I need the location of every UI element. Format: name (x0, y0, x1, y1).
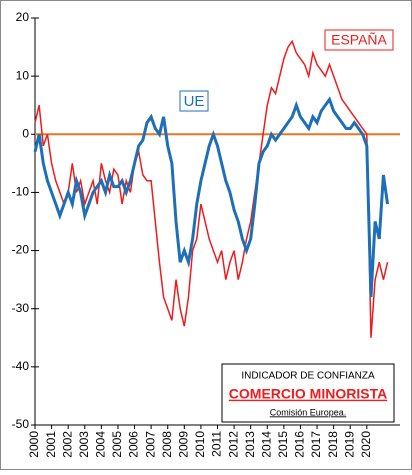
y-tick-label: 20 (16, 10, 30, 24)
legend-line3: Comisión Europea. (270, 407, 347, 417)
x-tick-label: 2003 (77, 431, 91, 458)
x-tick-label: 2010 (193, 431, 207, 458)
x-tick-label: 2017 (309, 431, 323, 458)
y-tick-label: -40 (12, 359, 30, 373)
legend-line2: COMERCIO MINORISTA (229, 386, 387, 402)
series-line (33, 96, 390, 298)
x-tick-label: 2019 (342, 431, 356, 458)
x-tick-label: 2002 (60, 431, 74, 458)
x-tick-label: 2009 (176, 431, 190, 458)
x-tick-label: 2000 (27, 431, 41, 458)
x-tick-label: 2015 (276, 431, 290, 458)
series-line (34, 39, 389, 338)
x-tick-label: 2001 (44, 431, 58, 458)
y-tick-label: 10 (16, 68, 30, 82)
y-tick-label: -50 (12, 417, 30, 431)
espana-label: ESPAÑA (331, 32, 387, 48)
x-tick-label: 2005 (110, 431, 124, 458)
x-tick-label: 2008 (160, 431, 174, 458)
ue-label: UE (184, 93, 205, 110)
x-tick-label: 2006 (127, 431, 141, 458)
x-tick-label: 2013 (243, 431, 257, 458)
y-tick-label: 0 (22, 126, 29, 140)
x-tick-label: 2014 (259, 431, 273, 458)
x-tick-label: 2011 (210, 431, 224, 457)
espana-box (324, 29, 394, 51)
x-tick-label: 2012 (226, 431, 240, 458)
x-tick-label: 2007 (143, 431, 157, 458)
x-tick-label: 2016 (293, 431, 307, 458)
legend-line1: INDICADOR DE CONFIANZA (241, 371, 375, 382)
legend-box (221, 363, 395, 423)
x-tick-label: 2004 (94, 431, 108, 458)
ue-box (179, 90, 209, 112)
y-tick-label: -20 (12, 243, 30, 257)
x-tick-label: 2018 (326, 431, 340, 458)
y-tick-label: -10 (12, 185, 30, 199)
x-tick-label: 2020 (359, 431, 373, 458)
y-tick-label: -30 (12, 301, 30, 315)
